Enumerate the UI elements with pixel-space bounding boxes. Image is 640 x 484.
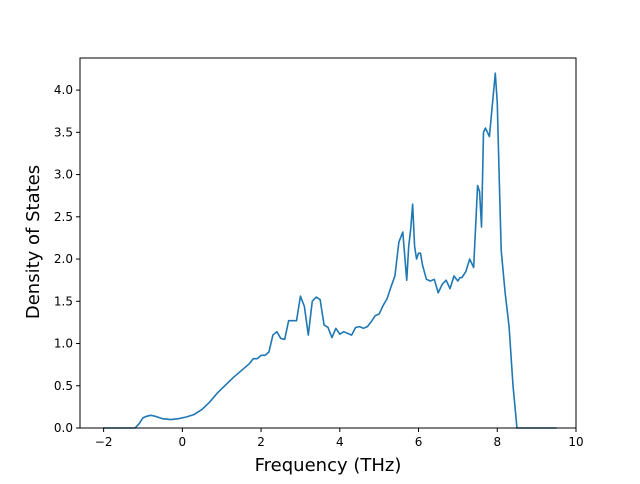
plot-area — [102, 72, 558, 429]
x-tick-label: 6 — [415, 435, 423, 449]
y-tick-label: 0.0 — [54, 421, 73, 435]
y-tick-label: 2.0 — [54, 252, 73, 266]
y-tick-label: 2.5 — [54, 210, 73, 224]
x-tick-label: 10 — [568, 435, 583, 449]
x-tick-label: 8 — [493, 435, 501, 449]
y-tick-label: 4.0 — [54, 83, 73, 97]
y-tick-label: 1.5 — [54, 294, 73, 308]
y-tick-label: 0.5 — [54, 379, 73, 393]
x-axis-label: Frequency (THz) — [255, 455, 402, 476]
ticks: −2 0 2 4 6 8 10 0.0 0.5 1.0 1.5 2.0 2.5 3.0 3.5 4.0 — [54, 83, 584, 449]
axes-frame — [79, 57, 577, 429]
y-tick-label: 3.5 — [54, 125, 73, 139]
dos-series-line — [102, 72, 558, 429]
x-tick-label: 0 — [179, 435, 187, 449]
x-tick-label: −2 — [95, 435, 113, 449]
y-tick-label: 3.0 — [54, 168, 73, 182]
y-axis-label: Density of States — [23, 165, 44, 319]
x-tick-label: 4 — [336, 435, 344, 449]
y-tick-label: 1.0 — [54, 337, 73, 351]
x-tick-label: 2 — [257, 435, 265, 449]
